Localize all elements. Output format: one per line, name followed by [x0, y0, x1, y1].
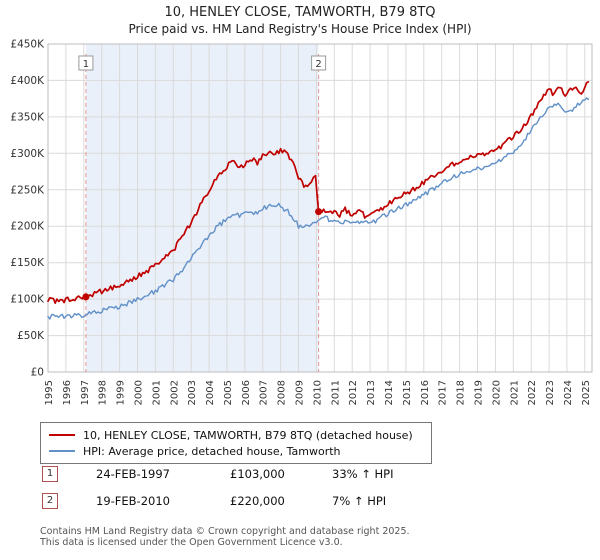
hpi-line-swatch [49, 450, 75, 452]
svg-text:£150K: £150K [10, 257, 45, 269]
page-title: 10, HENLEY CLOSE, TAMWORTH, B79 8TQ [164, 5, 436, 20]
sale-annotation-2: 2 19-FEB-2010 £220,000 7% ↑ HPI [42, 493, 386, 509]
svg-text:2007: 2007 [259, 380, 270, 405]
sale-annotation-1: 1 24-FEB-1997 £103,000 33% ↑ HPI [42, 466, 393, 482]
copyright-footer: Contains HM Land Registry data © Crown c… [40, 526, 410, 548]
legend-label-hpi: HPI: Average price, detached house, Tamw… [83, 444, 341, 458]
footer-line-2: This data is licensed under the Open Gov… [40, 537, 343, 548]
svg-text:2000: 2000 [134, 380, 145, 405]
marker-2-badge: 2 [42, 493, 58, 509]
svg-text:1999: 1999 [116, 380, 127, 405]
svg-text:1: 1 [83, 59, 89, 70]
svg-text:£50K: £50K [17, 330, 45, 342]
sale-1-price: £103,000 [230, 467, 285, 481]
price-history-chart[interactable]: 1 2 £0 £50K £100K £150K £200K £250K £300K £350K £4… [0, 36, 600, 416]
svg-text:1997: 1997 [80, 380, 91, 405]
svg-text:2002: 2002 [169, 380, 180, 405]
sale-2-hpi-change: 7% ↑ HPI [332, 494, 387, 508]
svg-text:£400K: £400K [10, 75, 45, 87]
svg-text:£0: £0 [31, 367, 44, 379]
svg-text:1996: 1996 [62, 380, 73, 405]
sale-2-date: 19-FEB-2010 [96, 494, 170, 508]
svg-text:2010: 2010 [312, 380, 323, 405]
svg-text:2020: 2020 [491, 380, 502, 405]
svg-text:2006: 2006 [241, 380, 252, 405]
svg-text:2013: 2013 [366, 380, 377, 405]
svg-text:2018: 2018 [456, 380, 467, 405]
svg-text:£300K: £300K [10, 148, 45, 160]
svg-text:2015: 2015 [402, 380, 413, 405]
legend-item-hpi: HPI: Average price, detached house, Tamw… [49, 443, 423, 459]
svg-text:£350K: £350K [10, 111, 45, 123]
legend: 10, HENLEY CLOSE, TAMWORTH, B79 8TQ (det… [40, 422, 432, 464]
svg-text:2014: 2014 [384, 380, 395, 405]
svg-text:2012: 2012 [348, 380, 359, 405]
svg-text:£250K: £250K [10, 184, 45, 196]
svg-text:2017: 2017 [438, 380, 449, 405]
legend-item-price-paid: 10, HENLEY CLOSE, TAMWORTH, B79 8TQ (det… [49, 427, 423, 443]
marker-1-badge: 1 [42, 466, 58, 482]
svg-text:2008: 2008 [277, 380, 288, 405]
svg-text:2024: 2024 [563, 380, 574, 405]
svg-text:2011: 2011 [330, 380, 341, 405]
svg-text:2009: 2009 [295, 380, 306, 405]
svg-text:1998: 1998 [98, 380, 109, 405]
price-paid-line-swatch [49, 434, 75, 436]
footer-line-1: Contains HM Land Registry data © Crown c… [40, 526, 410, 537]
svg-text:£200K: £200K [10, 221, 45, 233]
svg-text:1995: 1995 [44, 380, 55, 405]
svg-text:2025: 2025 [581, 380, 592, 405]
svg-text:2003: 2003 [187, 380, 198, 405]
sale-1-date: 24-FEB-1997 [96, 467, 170, 481]
legend-label-price-paid: 10, HENLEY CLOSE, TAMWORTH, B79 8TQ (det… [83, 428, 413, 442]
svg-text:2022: 2022 [527, 380, 538, 405]
sale-2-price: £220,000 [230, 494, 285, 508]
svg-text:2004: 2004 [205, 380, 216, 405]
svg-text:2: 2 [315, 59, 321, 70]
svg-text:2021: 2021 [509, 380, 520, 405]
svg-text:2005: 2005 [223, 380, 234, 405]
svg-text:2016: 2016 [420, 380, 431, 405]
svg-text:2023: 2023 [545, 380, 556, 405]
svg-text:£100K: £100K [10, 294, 45, 306]
sale-1-hpi-change: 33% ↑ HPI [332, 467, 394, 481]
page-subtitle: Price paid vs. HM Land Registry's House … [128, 22, 472, 36]
svg-text:2019: 2019 [474, 380, 485, 405]
svg-text:£450K: £450K [10, 39, 45, 51]
svg-text:2001: 2001 [151, 380, 162, 405]
